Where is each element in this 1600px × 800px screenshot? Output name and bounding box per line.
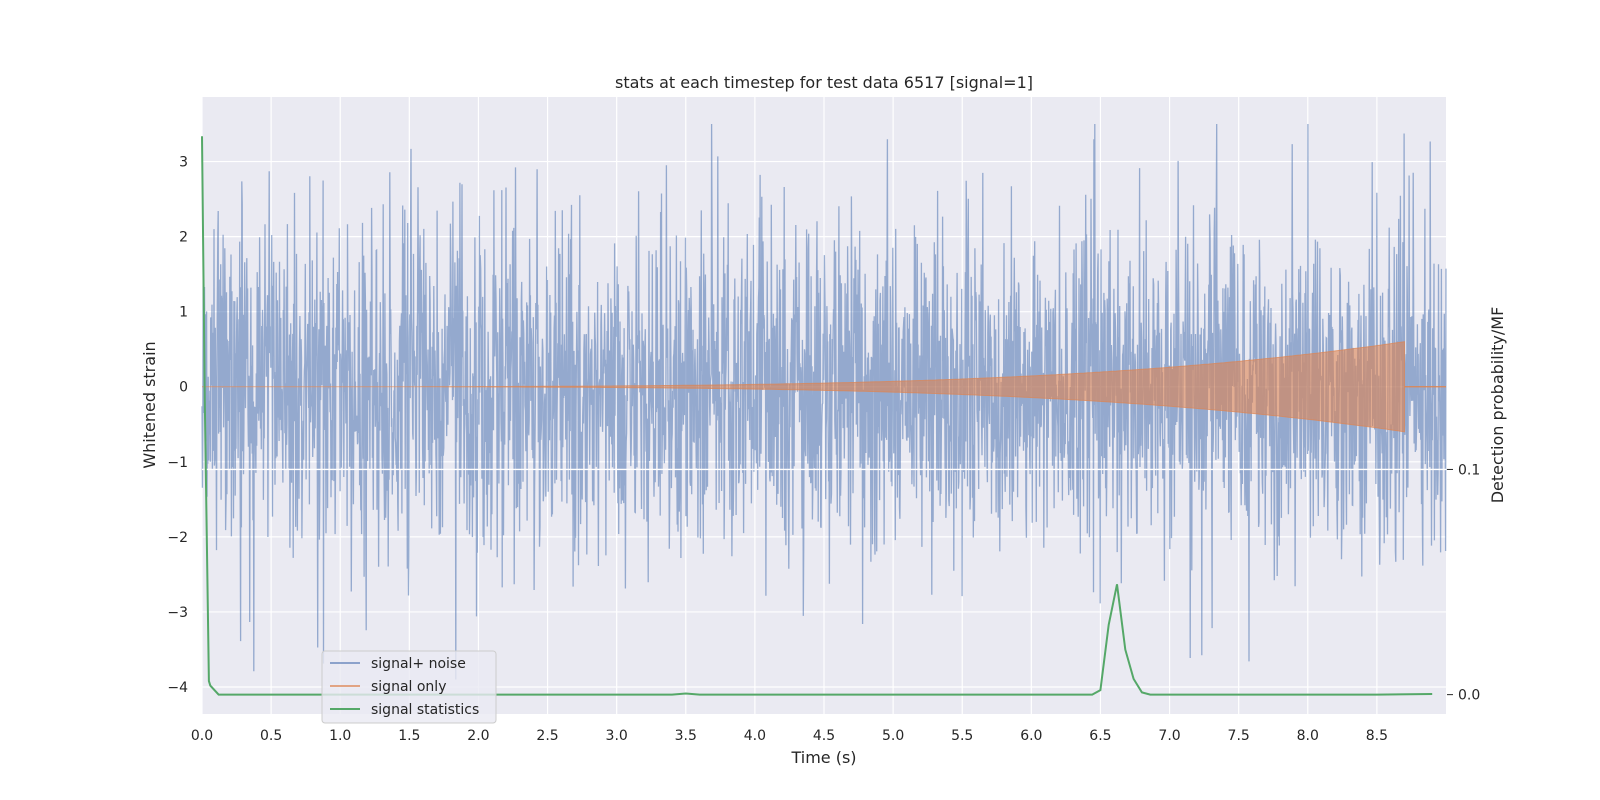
y-tick-label: −1 — [167, 455, 188, 471]
y-tick-label: 2 — [179, 230, 188, 246]
x-tick-label: 2.0 — [467, 728, 489, 744]
y-tick-label: 1 — [179, 305, 188, 321]
legend-label-signal-statistics: signal statistics — [371, 702, 479, 718]
x-tick-label: 3.5 — [675, 728, 697, 744]
y-axis-label: Whitened strain — [140, 341, 159, 468]
legend-label-signal-only: signal only — [371, 679, 446, 695]
x-tick-label: 4.5 — [813, 728, 835, 744]
x-tick-label: 6.0 — [1020, 728, 1042, 744]
series-layer — [201, 123, 1447, 696]
x-tick-label: 3.0 — [606, 728, 628, 744]
x-tick-label: 8.0 — [1297, 728, 1319, 744]
x-tick-label: 8.5 — [1366, 728, 1388, 744]
x-tick-label: 5.0 — [882, 728, 904, 744]
ticks: 0.0 0.5 1.0 1.5 2.0 2.5 3.0 3.5 4.0 4.5 5.0 5.5 6.0 6… — [167, 155, 1480, 744]
legend-label-signal-noise: signal+ noise — [371, 656, 466, 672]
y-tick-label: −4 — [167, 680, 188, 696]
y-tick-label: 0 — [179, 380, 188, 396]
x-tick-label: 0.5 — [260, 728, 282, 744]
x-tick-label: 4.0 — [744, 728, 766, 744]
chart-title: stats at each timestep for test data 651… — [615, 73, 1033, 92]
x-tick-label: 1.0 — [329, 728, 351, 744]
x-tick-label: 2.5 — [536, 728, 558, 744]
y-right-tick-label: 0.1 — [1458, 462, 1480, 478]
series-signal-statistics — [201, 136, 1433, 696]
y-tick-label: −2 — [167, 530, 188, 546]
y-tick-label: −3 — [167, 605, 188, 621]
series-signal-only — [202, 341, 1405, 433]
x-tick-label: 7.0 — [1158, 728, 1180, 744]
x-tick-label: 1.5 — [398, 728, 420, 744]
y-tick-label: 3 — [179, 155, 188, 171]
legend-box — [321, 650, 497, 724]
x-tick-label: 6.5 — [1089, 728, 1111, 744]
y-axis-right-label: Detection probability/MF — [1488, 307, 1507, 504]
x-axis-label: Time (s) — [790, 748, 856, 767]
legend: signal+ noise signal only signal statist… — [321, 650, 497, 724]
x-tick-label: 5.5 — [951, 728, 973, 744]
x-tick-label: 0.0 — [191, 728, 213, 744]
x-tick-label: 7.5 — [1228, 728, 1250, 744]
y-right-tick-label: 0.0 — [1458, 688, 1480, 704]
